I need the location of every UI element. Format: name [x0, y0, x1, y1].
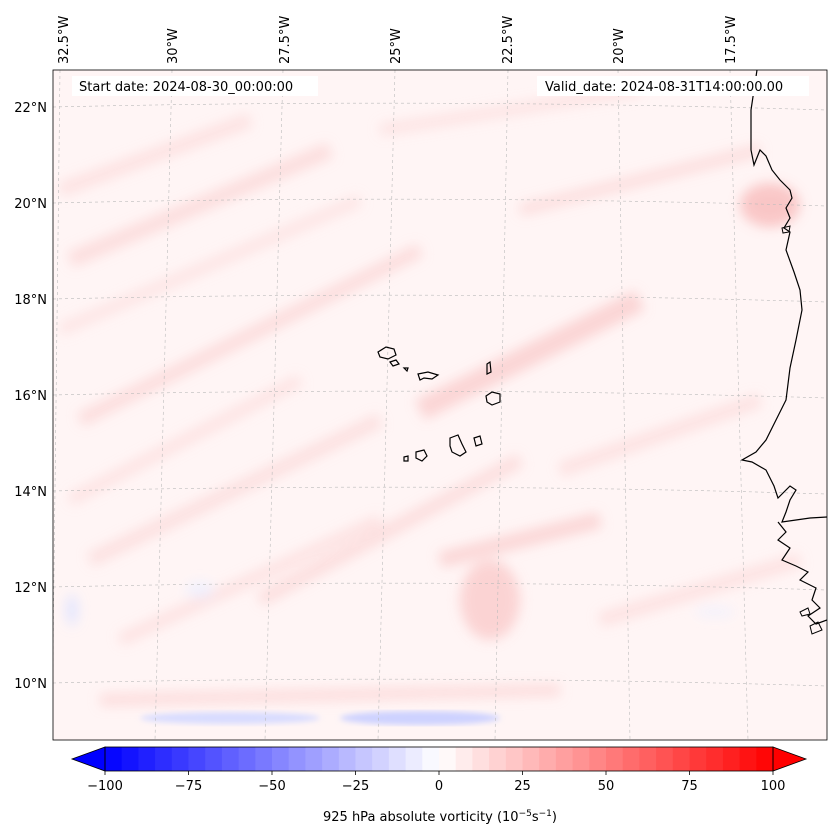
cape-verde-islands — [377, 346, 501, 462]
colorbar-tick-label: −100 — [87, 779, 123, 794]
lat-label: 16°N — [14, 389, 47, 404]
colorbar-tick-label: 0 — [435, 779, 443, 794]
island-maio — [473, 435, 483, 447]
colorbar-tick-label: 100 — [761, 779, 786, 794]
lon-label: 32.5°W — [57, 16, 72, 64]
colorbar-tick-label: 75 — [681, 779, 698, 794]
lon-label: 22.5°W — [501, 16, 516, 64]
colorbar-cell — [171, 747, 189, 771]
colorbar-cell — [455, 747, 473, 771]
colorbar-cell — [639, 747, 657, 771]
colorbar-cell — [606, 747, 624, 771]
colorbar-cell — [422, 747, 440, 771]
colorbar-cell — [405, 747, 423, 771]
colorbar-extend-low — [70, 746, 106, 772]
lat-label: 14°N — [14, 485, 47, 500]
colorbar: −100 −75 −50 −25 0 25 50 75 100 925 hPa absolute… — [70, 746, 808, 825]
colorbar-tick-label: −25 — [342, 779, 369, 794]
colorbar-cell — [489, 747, 507, 771]
island-fogo — [415, 449, 428, 462]
colorbar-cell — [288, 747, 306, 771]
colorbar-cell — [555, 747, 574, 771]
graticule — [53, 70, 827, 740]
colorbar-cell — [672, 747, 690, 771]
colorbar-cell — [622, 747, 640, 771]
colorbar-tick-label: 25 — [514, 779, 531, 794]
lat-label: 20°N — [14, 197, 47, 212]
lat-label: 10°N — [14, 677, 47, 692]
start-date-box — [72, 76, 318, 96]
island-sal — [486, 360, 492, 375]
vorticity-streaks — [57, 84, 803, 706]
start-date-label: Start date: 2024-08-30_00:00:00 — [79, 80, 293, 95]
island-boa-vista — [485, 391, 501, 406]
colorbar-cell — [355, 747, 373, 771]
valid-date-box — [537, 76, 809, 96]
map-panel — [53, 70, 827, 740]
colorbar-cell — [689, 747, 707, 771]
colorbar-cells — [105, 747, 774, 771]
colorbar-tick-label: −50 — [258, 779, 285, 794]
colorbar-cell — [272, 747, 290, 771]
colorbar-cell — [105, 747, 123, 771]
island-santo-antao — [377, 346, 397, 360]
longitude-labels: 32.5°W 30°W 27.5°W 25°W 22.5°W 20°W 17.5… — [57, 16, 739, 64]
colorbar-cell — [188, 747, 206, 771]
lat-label: 18°N — [14, 293, 47, 308]
colorbar-cell — [739, 747, 757, 771]
latitude-labels: 22°N 20°N 18°N 16°N 14°N 12°N 10°N — [14, 101, 47, 692]
bissagos-islands — [799, 607, 823, 635]
colorbar-cell — [388, 747, 407, 771]
colorbar-extend-high — [772, 746, 808, 772]
senegal-coast-islands — [781, 225, 791, 234]
colorbar-label: 925 hPa absolute vorticity (10−5s−1) — [323, 809, 557, 825]
colorbar-ticks: −100 −75 −50 −25 0 25 50 75 100 — [87, 771, 785, 794]
colorbar-cell — [305, 747, 323, 771]
island-brava — [403, 455, 409, 462]
lat-label: 12°N — [14, 581, 47, 596]
island-santiago — [449, 434, 467, 457]
colorbar-cell — [322, 747, 340, 771]
colorbar-cell — [372, 747, 390, 771]
colorbar-cell — [138, 747, 156, 771]
colorbar-cell — [121, 747, 139, 771]
lon-label: 25°W — [389, 28, 404, 64]
colorbar-cell — [522, 747, 540, 771]
colorbar-cell — [505, 747, 523, 771]
colorbar-cell — [706, 747, 724, 771]
colorbar-tick-label: 50 — [598, 779, 615, 794]
island-santa-luzia — [402, 367, 409, 373]
colorbar-cell — [656, 747, 674, 771]
colorbar-cell — [756, 747, 774, 771]
colorbar-cell — [572, 747, 590, 771]
lon-label: 30°W — [166, 28, 181, 64]
lon-label: 27.5°W — [278, 16, 293, 64]
colorbar-cell — [589, 747, 607, 771]
island-sao-vicente — [389, 359, 400, 367]
colorbar-tick-label: −75 — [175, 779, 202, 794]
lon-label: 17.5°W — [724, 16, 739, 64]
colorbar-cell — [439, 747, 457, 771]
west-africa-coastline — [740, 70, 827, 523]
lon-label: 20°W — [612, 28, 627, 64]
map-frame — [52, 69, 828, 741]
valid-date-label: Valid_date: 2024-08-31T14:00:00.00 — [545, 80, 783, 95]
colorbar-cell — [238, 747, 256, 771]
colorbar-cell — [472, 747, 490, 771]
colorbar-cell — [255, 747, 273, 771]
lat-label: 22°N — [14, 101, 47, 116]
colorbar-cell — [539, 747, 557, 771]
colorbar-cell — [338, 747, 356, 771]
colorbar-cell — [205, 747, 223, 771]
colorbar-cell — [221, 747, 240, 771]
guinea-bissau-coastline — [777, 521, 827, 625]
colorbar-cell — [155, 747, 173, 771]
colorbar-cell — [722, 747, 741, 771]
island-sao-nicolau — [417, 371, 440, 381]
negative-vorticity-band — [140, 711, 500, 725]
